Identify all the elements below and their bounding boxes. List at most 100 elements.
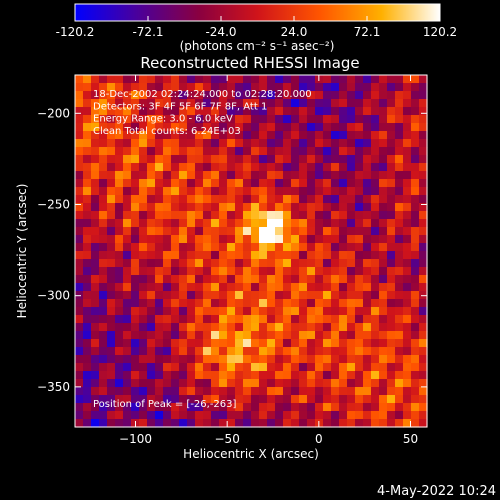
heatmap-cell	[107, 211, 116, 220]
heatmap-cell	[243, 331, 252, 340]
heatmap-cell	[331, 315, 340, 324]
heatmap-cell	[195, 339, 204, 348]
heatmap-cell	[259, 307, 268, 316]
heatmap-cell	[371, 107, 380, 116]
heatmap-cell	[371, 243, 380, 252]
heatmap-cell	[403, 371, 412, 380]
heatmap-cell	[75, 219, 84, 228]
heatmap-cell	[75, 339, 84, 348]
heatmap-cell	[195, 267, 204, 276]
heatmap-cell	[267, 219, 276, 228]
heatmap-cell	[75, 411, 84, 420]
heatmap-cell	[179, 99, 188, 108]
heatmap-cell	[219, 219, 228, 228]
heatmap-cell	[115, 419, 124, 428]
heatmap-cell	[203, 243, 212, 252]
heatmap-cell	[179, 139, 188, 148]
heatmap-cell	[203, 203, 212, 212]
heatmap-cell	[387, 83, 396, 92]
heatmap-cell	[283, 291, 292, 300]
heatmap-cell	[411, 299, 420, 308]
y-axis: −200−250−300−350	[37, 106, 427, 394]
heatmap-cell	[171, 211, 180, 220]
heatmap-cell	[419, 139, 428, 148]
heatmap-cell	[139, 83, 148, 92]
heatmap-cell	[147, 171, 156, 180]
heatmap-cell	[379, 363, 388, 372]
heatmap-cell	[323, 323, 332, 332]
heatmap-cell	[379, 379, 388, 388]
heatmap-cell	[291, 363, 300, 372]
heatmap-cell	[363, 387, 372, 396]
heatmap-cell	[323, 147, 332, 156]
heatmap-cell	[131, 363, 140, 372]
heatmap-cell	[123, 283, 132, 292]
heatmap-cell	[123, 339, 132, 348]
heatmap-cell	[227, 403, 236, 412]
heatmap-cell	[283, 123, 292, 132]
heatmap-cell	[347, 179, 356, 188]
heatmap-cell	[363, 307, 372, 316]
heatmap-cell	[219, 315, 228, 324]
heatmap-cell	[339, 75, 348, 84]
heatmap-cell	[307, 355, 316, 364]
peak-position-label: Position of Peak = [-26,-263]	[93, 399, 237, 410]
heatmap-cell	[83, 339, 92, 348]
heatmap-cell	[307, 307, 316, 316]
heatmap-cell	[259, 235, 268, 244]
heatmap-cell	[107, 259, 116, 268]
heatmap-cell	[331, 275, 340, 284]
heatmap-cell	[171, 179, 180, 188]
heatmap-cell	[99, 83, 108, 92]
heatmap-cell	[291, 275, 300, 284]
heatmap-cell	[99, 379, 108, 388]
heatmap-cell	[355, 203, 364, 212]
heatmap-cell	[91, 235, 100, 244]
heatmap-cell	[387, 299, 396, 308]
heatmap-cell	[203, 251, 212, 260]
heatmap-cell	[355, 323, 364, 332]
heatmap-cell	[155, 251, 164, 260]
heatmap-cell	[115, 251, 124, 260]
heatmap-cell	[123, 315, 132, 324]
heatmap-cell	[395, 403, 404, 412]
heatmap-cell	[99, 235, 108, 244]
heatmap-cell	[395, 75, 404, 84]
heatmap-cell	[83, 267, 92, 276]
heatmap-cell	[275, 75, 284, 84]
heatmap-cell	[91, 275, 100, 284]
heatmap-cell	[251, 203, 260, 212]
heatmap-cell	[243, 251, 252, 260]
heatmap-cell	[203, 259, 212, 268]
heatmap-cell	[403, 387, 412, 396]
heatmap-cell	[363, 139, 372, 148]
heatmap-cell	[195, 83, 204, 92]
heatmap-cell	[403, 179, 412, 188]
heatmap-cell	[379, 283, 388, 292]
colorbar-gradient	[74, 3, 441, 22]
heatmap-cell	[323, 115, 332, 124]
heatmap-cell	[395, 251, 404, 260]
heatmap-cell	[139, 387, 148, 396]
heatmap-cell	[275, 251, 284, 260]
heatmap-cell	[267, 251, 276, 260]
heatmap-cell	[235, 419, 244, 428]
heatmap-cell	[123, 411, 132, 420]
heatmap-cell	[163, 195, 172, 204]
x-axis: −100 −50 0 50	[119, 75, 418, 446]
heatmap-cell	[323, 195, 332, 204]
heatmap-cell	[267, 395, 276, 404]
heatmap-cell	[267, 307, 276, 316]
heatmap-cell	[235, 395, 244, 404]
heatmap-cell	[339, 267, 348, 276]
heatmap-cell	[203, 163, 212, 172]
heatmap-cell	[203, 355, 212, 364]
heatmap-cell	[115, 355, 124, 364]
heatmap-cell	[291, 315, 300, 324]
heatmap-cell	[315, 411, 324, 420]
heatmap-cell	[123, 355, 132, 364]
heatmap-cell	[91, 99, 100, 108]
heatmap-cell	[195, 91, 204, 100]
heatmap-cell	[227, 339, 236, 348]
